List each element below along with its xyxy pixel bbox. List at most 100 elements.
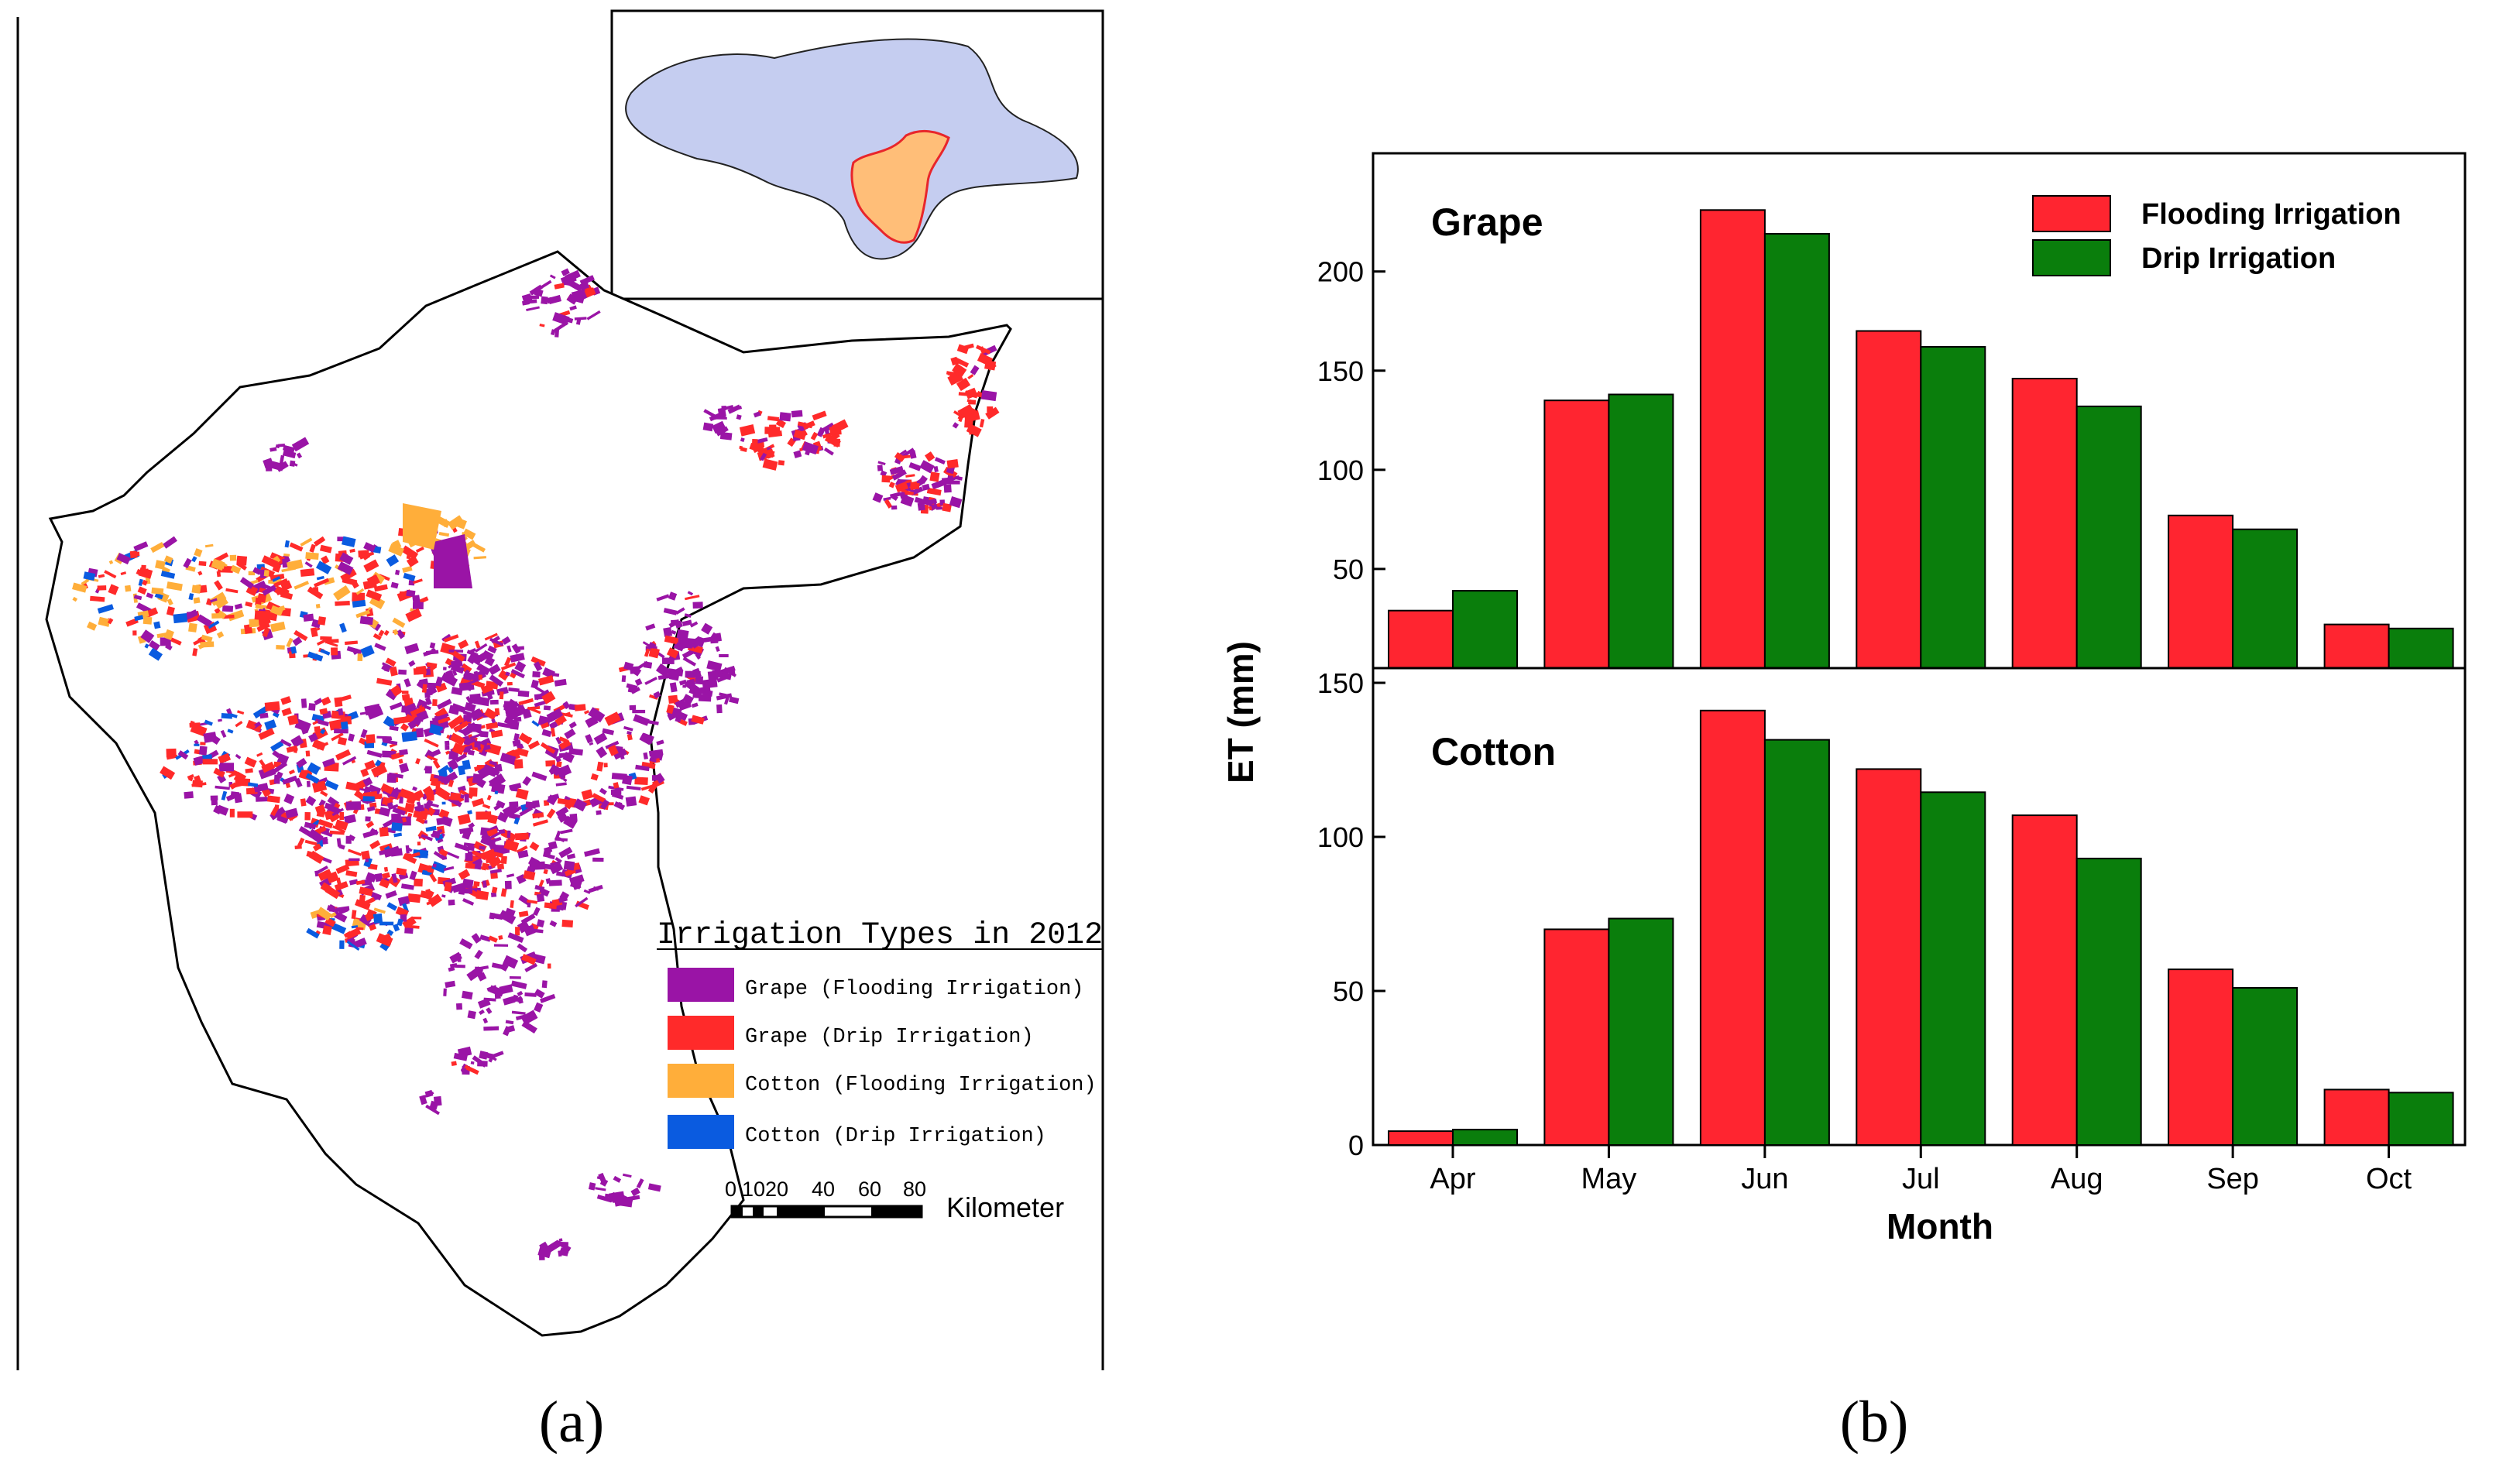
- irrigation-patch: [563, 860, 575, 871]
- irrigation-patch: [148, 639, 160, 651]
- irrigation-patch: [529, 842, 540, 852]
- legend-swatch-drip: [2032, 239, 2111, 276]
- irrigation-patch: [289, 542, 304, 552]
- irrigation-patch: [256, 752, 263, 757]
- irrigation-patch: [437, 698, 452, 710]
- irrigation-patch: [739, 424, 756, 437]
- irrigation-patch: [153, 621, 161, 629]
- irrigation-patch: [596, 1194, 613, 1203]
- irrigation-patch: [198, 561, 207, 567]
- chart-legend: Flooding Irrigation Drip Irrigation: [2032, 195, 2402, 276]
- irrigation-patch: [389, 725, 399, 732]
- irrigation-patch: [187, 773, 194, 780]
- irrigation-patch: [449, 963, 458, 968]
- irrigation-patch: [622, 1173, 632, 1178]
- irrigation-patch: [494, 708, 500, 716]
- irrigation-patch: [270, 447, 277, 452]
- irrigation-patch: [464, 794, 469, 803]
- irrigation-patch: [191, 585, 201, 594]
- irrigation-patch: [512, 739, 521, 747]
- irrigation-patch: [557, 1241, 568, 1246]
- irrigation-patch: [950, 356, 959, 366]
- irrigation-patch: [462, 759, 472, 770]
- irrigation-patch: [300, 568, 315, 578]
- irrigation-patch: [225, 708, 232, 715]
- irrigation-patch: [561, 919, 574, 927]
- irrigation-patch: [877, 465, 884, 471]
- irrigation-patch: [505, 1020, 514, 1025]
- cotton-bar-flooding-may: [1543, 928, 1610, 1147]
- irrigation-patch: [272, 576, 281, 582]
- irrigation-patch: [245, 602, 253, 608]
- irrigation-patch: [397, 896, 410, 907]
- irrigation-patch: [204, 543, 214, 548]
- cotton-x-ticks: Apr May Jun Jul Aug Sep Oct: [1430, 1145, 2412, 1195]
- irrigation-patch: [968, 399, 977, 405]
- irrigation-patch: [682, 694, 694, 705]
- irrigation-patch: [483, 1026, 500, 1031]
- irrigation-patch: [592, 793, 606, 804]
- irrigation-patch: [320, 790, 328, 797]
- cotton-bar-drip-apr: [1452, 1129, 1518, 1146]
- irrigation-patch: [970, 365, 980, 375]
- irrigation-patch: [211, 798, 218, 806]
- irrigation-patch: [605, 740, 620, 749]
- irrigation-patch: [230, 791, 240, 797]
- scale-segment-2: [753, 1206, 764, 1217]
- irrigation-patch: [583, 710, 589, 715]
- irrigation-patch: [306, 927, 320, 939]
- irrigation-patch: [516, 996, 524, 1003]
- irrigation-patch: [148, 647, 163, 661]
- irrigation-patch: [585, 715, 599, 728]
- irrigation-patch: [443, 667, 447, 670]
- irrigation-patch: [403, 503, 441, 550]
- scale-tick-80: 80: [903, 1178, 926, 1201]
- irrigation-patch: [445, 740, 450, 746]
- irrigation-patch: [824, 427, 829, 434]
- cotton-bar-flooding-aug: [2011, 814, 2078, 1146]
- irrigation-patch: [339, 622, 347, 633]
- irrigation-patch: [445, 980, 456, 989]
- irrigation-patch: [613, 1175, 622, 1183]
- irrigation-patch: [345, 801, 362, 811]
- irrigation-patch: [376, 677, 393, 686]
- irrigation-patch: [318, 819, 334, 829]
- irrigation-patch: [282, 558, 289, 568]
- map-panel: Irrigation Types in 2012 Grape (Flooding…: [16, 9, 1104, 1370]
- irrigation-patch: [254, 610, 270, 621]
- irrigation-patch: [656, 739, 664, 746]
- irrigation-patch: [509, 976, 521, 979]
- irrigation-patch: [985, 406, 1000, 420]
- cotton-bar-flooding-jul: [1856, 768, 1922, 1147]
- irrigation-patch: [506, 645, 512, 653]
- grape-bar-flooding-may: [1543, 399, 1610, 669]
- irrigation-patch: [908, 462, 922, 471]
- irrigation-patch: [294, 629, 308, 642]
- cotton-bar-flooding-apr: [1388, 1130, 1454, 1146]
- irrigation-patch: [964, 390, 978, 399]
- irrigation-patch: [952, 422, 959, 429]
- grape-bar-flooding-jun: [1699, 209, 1766, 669]
- irrigation-patch: [407, 793, 421, 802]
- irrigation-patch: [494, 993, 501, 999]
- grape-y-tick-label: 200: [1317, 256, 1364, 288]
- irrigation-patch: [213, 767, 225, 778]
- irrigation-patch: [399, 797, 403, 804]
- irrigation-patch: [559, 1248, 569, 1256]
- irrigation-patch: [534, 693, 544, 700]
- irrigation-patch: [486, 831, 502, 841]
- irrigation-patch: [498, 670, 510, 681]
- irrigation-patch: [261, 761, 276, 773]
- irrigation-patch: [133, 595, 142, 601]
- irrigation-patch: [98, 616, 111, 627]
- irrigation-patch: [509, 698, 523, 708]
- irrigation-patch: [564, 799, 575, 810]
- irrigation-patch: [259, 622, 266, 629]
- irrigation-patch: [318, 616, 326, 626]
- inset-basin-shape: [625, 38, 1079, 260]
- irrigation-patch: [474, 861, 482, 870]
- irrigation-patch: [702, 422, 714, 432]
- irrigation-patch: [500, 888, 507, 897]
- irrigation-patch: [474, 640, 481, 649]
- irrigation-patch: [474, 949, 483, 960]
